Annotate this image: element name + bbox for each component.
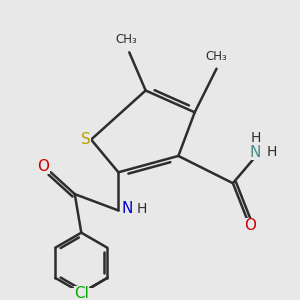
Text: N: N	[250, 145, 261, 160]
Text: S: S	[81, 132, 91, 147]
Text: CH₃: CH₃	[206, 50, 227, 63]
Text: CH₃: CH₃	[116, 33, 137, 46]
Text: H: H	[266, 145, 277, 159]
Text: O: O	[244, 218, 256, 233]
Text: H: H	[250, 131, 260, 145]
Text: H: H	[137, 202, 147, 216]
Text: Cl: Cl	[74, 286, 88, 300]
Text: N: N	[122, 201, 133, 216]
Text: O: O	[38, 159, 50, 174]
